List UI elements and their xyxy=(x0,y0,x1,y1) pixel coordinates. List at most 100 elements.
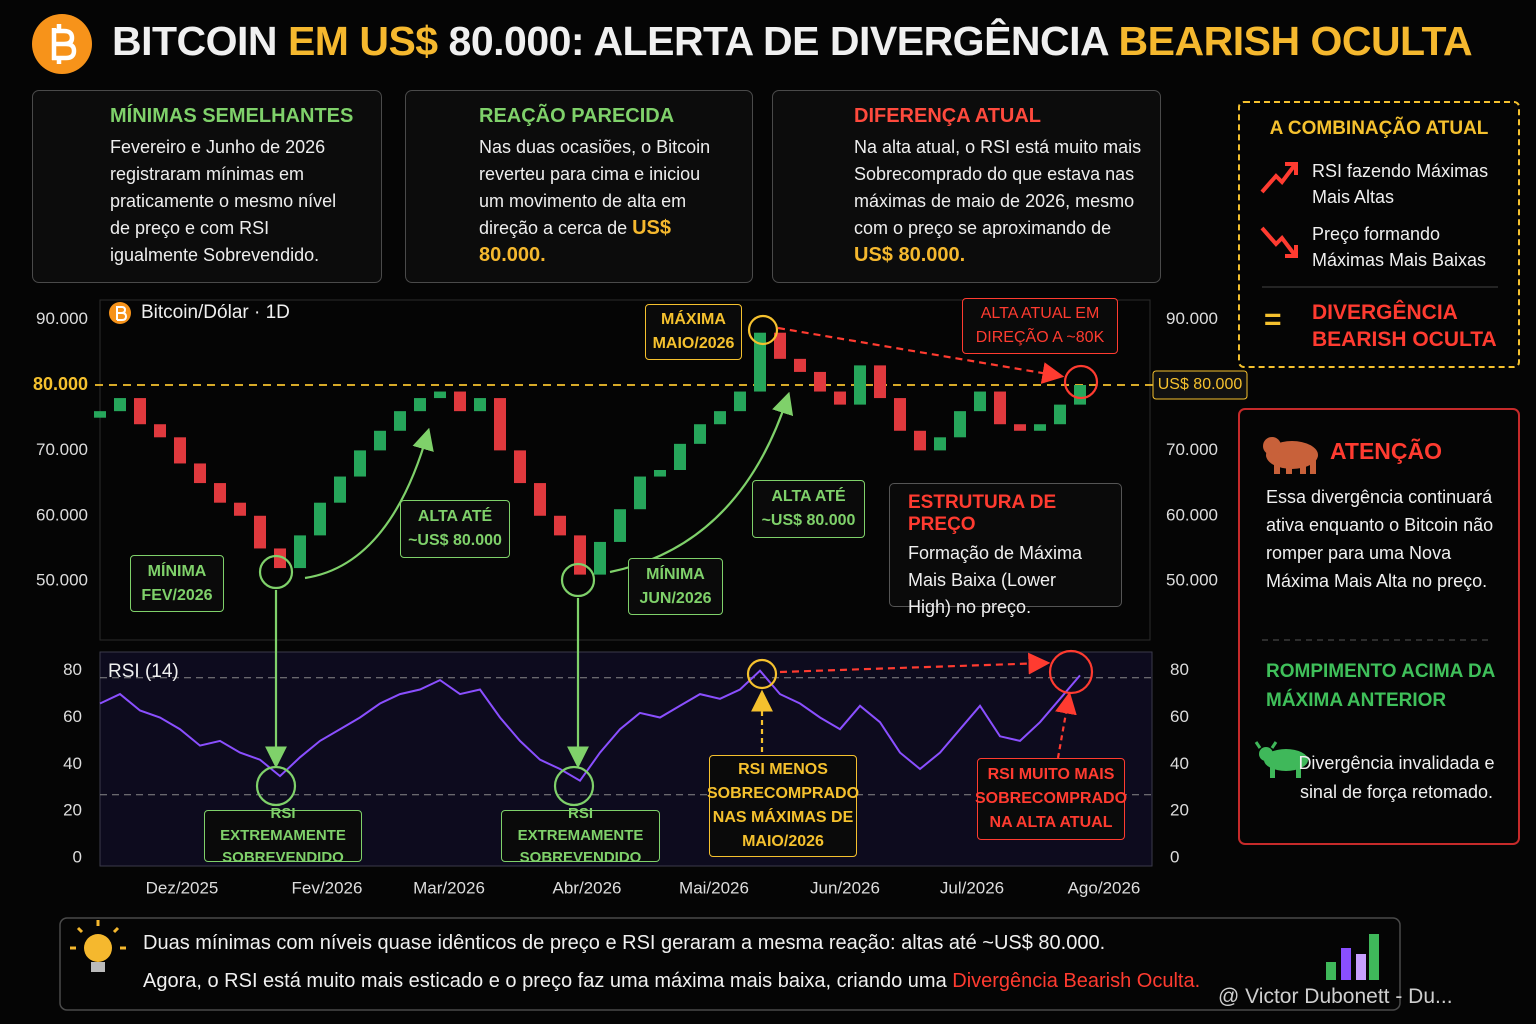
footer-box xyxy=(59,917,1401,1011)
card-text: Nas duas ocasiões, o Bitcoin reverteu pa… xyxy=(479,137,711,238)
x-tick-label: Ago/2026 xyxy=(1068,878,1141,897)
candle xyxy=(154,424,166,438)
card: REAÇÃO PARECIDA Nas duas ocasiões, o Bit… xyxy=(405,90,753,283)
candle xyxy=(274,548,286,569)
combo-result: DIVERGÊNCIA BEARISH OCULTA xyxy=(1312,301,1497,351)
combo-box xyxy=(1238,101,1520,368)
annotation: RSI EXTREMAMENTE SOBREVENDIDO xyxy=(501,805,660,866)
title-part: 80.000: ALERTA DE DIVERGÊNCIA xyxy=(448,18,1109,64)
x-tick-label: Abr/2026 xyxy=(553,878,622,897)
y-tick-label-right: 70.000 xyxy=(1166,440,1218,459)
candle xyxy=(94,411,106,418)
annotation: RSI MENOS SOBRECOMPRADO NAS MÁXIMAS DE M… xyxy=(707,755,859,857)
candle xyxy=(294,535,306,569)
annotation: RSI EXTREMAMENTE SOBREVENDIDO xyxy=(204,805,362,866)
x-tick-label: Jun/2026 xyxy=(810,878,880,897)
candle xyxy=(174,437,186,464)
candle xyxy=(594,541,606,575)
watermark: @ Victor Dubonett - Du... xyxy=(1218,985,1453,1008)
footer-line: Agora, o RSI está muito mais esticado e … xyxy=(143,970,947,992)
candle xyxy=(514,450,526,484)
candle xyxy=(774,332,786,359)
candle xyxy=(634,476,646,510)
y-tick-label-right: 60.000 xyxy=(1166,505,1218,524)
candle xyxy=(114,398,126,412)
candle xyxy=(374,430,386,451)
candle xyxy=(494,398,506,451)
chart-title: RSI (14) xyxy=(108,661,179,682)
candle xyxy=(754,332,766,392)
candle xyxy=(994,391,1006,425)
candle xyxy=(914,430,926,451)
y-tick-label: 70.000 xyxy=(36,440,88,459)
bear-icon xyxy=(1263,437,1318,474)
candle xyxy=(874,365,886,399)
candle xyxy=(434,391,446,399)
candle xyxy=(1014,424,1026,431)
candle xyxy=(354,450,366,477)
candle xyxy=(534,483,546,516)
x-tick-label: Mar/2026 xyxy=(413,878,485,897)
y-tick-label: 90.000 xyxy=(36,309,88,328)
x-tick-label: Jul/2026 xyxy=(940,878,1004,897)
y-tick-label: 20 xyxy=(63,801,82,820)
candle xyxy=(574,535,586,575)
footer-highlight: Divergência Bearish Oculta. xyxy=(952,970,1201,992)
chart-title: Bitcoin/Dólar · 1D xyxy=(141,302,290,323)
annotation: MÍNIMA FEV/2026 xyxy=(130,555,224,612)
card-highlight: US$ 80.000. xyxy=(479,217,672,266)
structure-text: Formação de Máxima Mais Baixa (Lower Hig… xyxy=(908,543,1083,617)
footer-line: Duas mínimas com níveis quase idênticos … xyxy=(143,932,1106,954)
card-title: REAÇÃO PARECIDA xyxy=(479,105,675,127)
candle xyxy=(894,398,906,431)
y-tick-label: 60.000 xyxy=(36,505,88,524)
combo-item: RSI fazendo Máximas Mais Altas xyxy=(1312,161,1489,207)
y-tick-label-right: 80 xyxy=(1170,660,1189,679)
title-part: BEARISH OCULTA xyxy=(1118,18,1473,64)
candle xyxy=(394,411,406,431)
card-text: Fevereiro e Junho de 2026 registraram mí… xyxy=(110,137,337,265)
y-tick-label: 60 xyxy=(63,707,82,726)
candle xyxy=(1054,404,1066,425)
candle xyxy=(234,502,246,516)
card: MÍNIMAS SEMELHANTES Fevereiro e Junho de… xyxy=(32,90,382,283)
annotation: ALTA ATÉ ~US$ 80.000 xyxy=(752,480,865,538)
candle xyxy=(194,463,206,484)
y-tick-label: 80.000 xyxy=(33,374,88,394)
btc-mini-glyph xyxy=(116,306,128,321)
y-tick-label-right: 60 xyxy=(1170,707,1189,726)
annotation: ALTA ATUAL EM DIREÇÃO A ~80K xyxy=(962,298,1118,354)
candle xyxy=(454,391,466,412)
card-title: DIFERENÇA ATUAL xyxy=(854,105,1042,127)
y-tick-label-right: 20 xyxy=(1170,801,1189,820)
card-highlight: US$ 80.000. xyxy=(854,244,966,266)
combo-title: A COMBINAÇÃO ATUAL xyxy=(1269,118,1489,139)
x-tick-label: Fev/2026 xyxy=(292,878,363,897)
combo-item: Preço formando Máximas Mais Baixas xyxy=(1312,224,1487,270)
candle xyxy=(654,470,666,477)
reference-label-box xyxy=(1152,370,1248,400)
candle xyxy=(734,391,746,412)
reference-label: US$ 80.000 xyxy=(1158,376,1243,393)
bulb-icon xyxy=(70,920,126,972)
candle xyxy=(134,398,146,425)
title-part: EM US$ xyxy=(287,18,438,64)
annotation: MÁXIMA MAIO/2026 xyxy=(645,304,742,360)
candle xyxy=(1074,385,1086,405)
x-tick-label: Mai/2026 xyxy=(679,878,749,897)
down-arrow-icon xyxy=(1260,226,1298,258)
candle xyxy=(334,476,346,503)
candle xyxy=(934,437,946,451)
candle xyxy=(814,371,826,392)
candle xyxy=(614,509,626,542)
y-tick-label: 40 xyxy=(63,754,82,773)
candle xyxy=(414,398,426,412)
card-title: MÍNIMAS SEMELHANTES xyxy=(110,105,354,127)
candle xyxy=(474,398,486,412)
candle xyxy=(1034,424,1046,431)
bars-icon xyxy=(1326,934,1379,980)
y-tick-label: 80 xyxy=(63,660,82,679)
candle xyxy=(794,358,806,372)
structure-box: ESTRUTURA DE PREÇO Formação de Máxima Ma… xyxy=(889,483,1122,617)
